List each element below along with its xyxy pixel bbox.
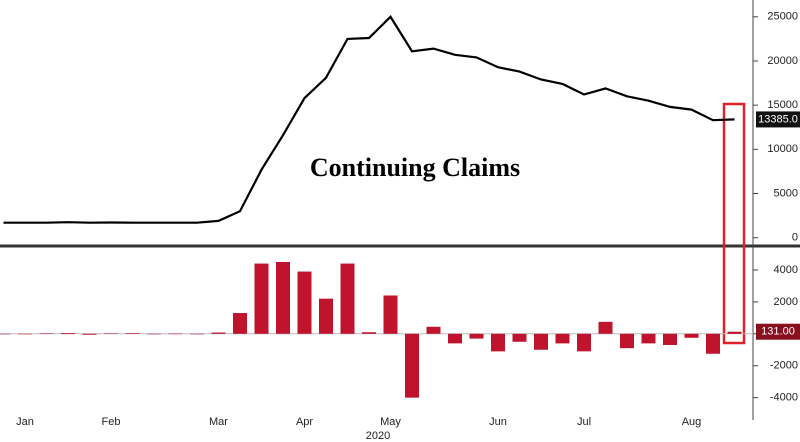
bar — [727, 331, 742, 334]
bar — [512, 333, 527, 342]
bar — [104, 333, 118, 334]
bar — [534, 333, 548, 350]
bar — [469, 333, 484, 339]
x-tick-label: Jun — [489, 416, 507, 428]
bar — [190, 333, 204, 335]
bar — [684, 333, 699, 338]
x-tick-label: Mar — [209, 416, 228, 428]
line-series — [3, 15, 735, 224]
bar — [448, 333, 462, 344]
value-label: 13385.0 — [758, 113, 798, 125]
x-tick-label: Jan — [16, 416, 34, 428]
bar — [168, 333, 183, 335]
bar — [663, 333, 677, 345]
bar — [340, 263, 355, 334]
x-tick-label: Feb — [102, 416, 121, 428]
bar — [276, 261, 290, 334]
y-tick-label: 4000 — [774, 264, 798, 276]
bar — [61, 333, 75, 334]
x-tick-label: Aug — [682, 416, 702, 428]
bar — [641, 333, 656, 344]
bar — [620, 333, 634, 349]
y-tick-label: 5000 — [774, 187, 798, 199]
bar — [0, 333, 11, 335]
value-label-box — [756, 323, 800, 340]
value-label-box — [756, 111, 800, 128]
bar — [125, 333, 140, 334]
bar — [598, 321, 613, 334]
bar — [211, 332, 226, 334]
x-axis-label: 2020 — [366, 430, 390, 442]
y-tick-label: 25000 — [767, 11, 798, 23]
y-tick-label: 15000 — [767, 99, 798, 111]
bar — [297, 271, 312, 334]
bar — [18, 333, 32, 335]
highlight-box — [722, 102, 746, 345]
bar — [362, 332, 376, 334]
bar — [254, 263, 269, 334]
y-tick-label: -4000 — [770, 392, 798, 404]
bar — [555, 333, 570, 344]
chart-title: Continuing Claims — [310, 153, 520, 182]
y-tick-label: 20000 — [767, 55, 798, 67]
bar — [426, 326, 441, 334]
y-tick-label: 0 — [792, 232, 798, 244]
bar — [319, 298, 333, 334]
bar — [706, 333, 720, 354]
bar — [233, 313, 247, 334]
bar — [577, 333, 591, 352]
y-tick-label: 10000 — [767, 143, 798, 155]
y-tick-label: 2000 — [774, 296, 798, 308]
y-tick-label: -2000 — [770, 360, 798, 372]
value-label: 131.00 — [761, 326, 795, 338]
x-tick-label: Jul — [577, 416, 591, 428]
bar — [82, 333, 97, 335]
bar — [39, 333, 54, 334]
bar — [147, 333, 161, 335]
x-tick-label: Apr — [296, 416, 313, 428]
x-tick-label: May — [380, 416, 401, 428]
bar — [491, 333, 505, 352]
bar — [405, 333, 419, 398]
bar — [383, 295, 398, 334]
